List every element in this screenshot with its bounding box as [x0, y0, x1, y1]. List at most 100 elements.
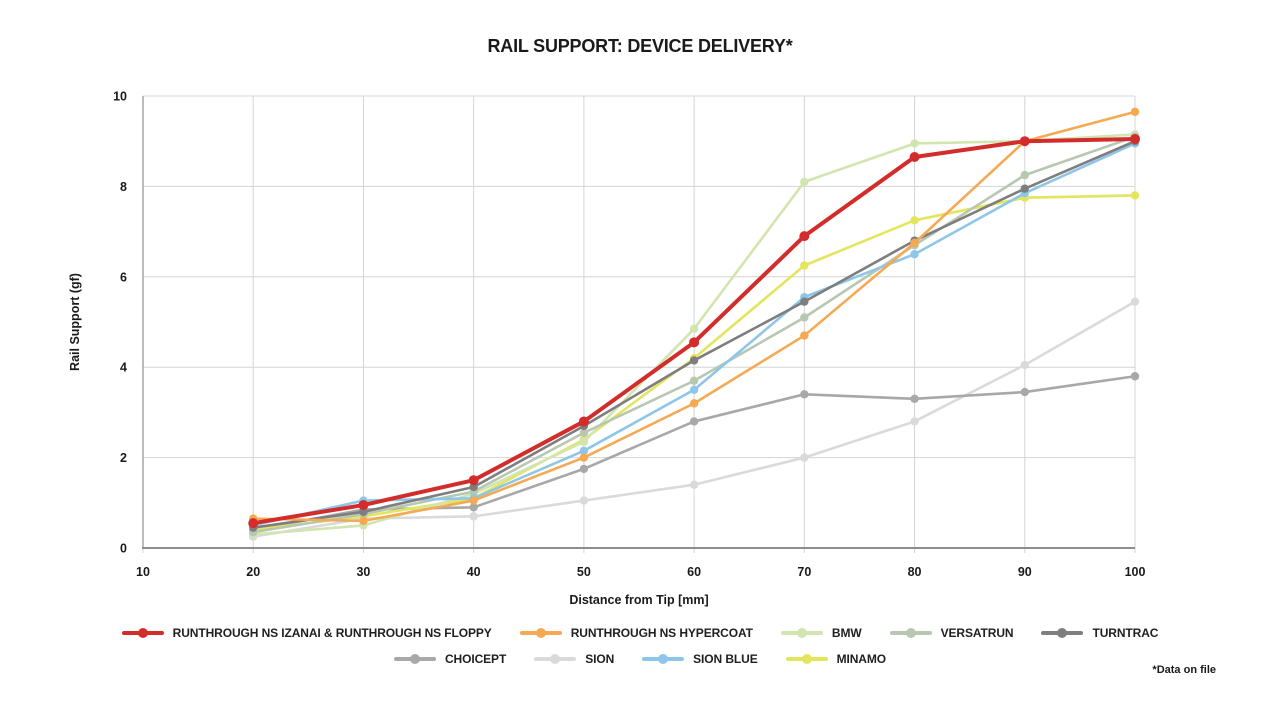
data-point-marker: [689, 324, 699, 333]
data-point-marker: [579, 428, 589, 437]
grid-lines: [142, 95, 1136, 553]
data-point-marker: [800, 331, 809, 340]
data-point-marker: [909, 152, 920, 163]
footnote: *Data on file: [1152, 664, 1216, 676]
data-point-marker: [1019, 136, 1030, 147]
data-point-marker: [910, 250, 919, 259]
legend-item-turntrac: TURNTRAC: [1041, 626, 1158, 640]
legend-dot-icon: [905, 628, 916, 638]
data-point-marker: [469, 512, 478, 521]
legend-label: RUNTHROUGH NS IZANAI & RUNTHROUGH NS FLO…: [172, 626, 492, 640]
data-point-marker: [910, 216, 919, 225]
legend-label: SION: [585, 652, 615, 666]
data-point-marker: [689, 417, 699, 426]
legend-swatch-icon: [889, 628, 932, 638]
legend-item-sion: SION: [534, 652, 614, 666]
data-point-marker: [359, 507, 368, 517]
legend-swatch-icon: [642, 654, 685, 664]
y-tick-label: 4: [120, 361, 127, 375]
data-point-marker: [1130, 133, 1140, 144]
data-point-marker: [689, 376, 699, 385]
x-tick-label: 30: [356, 565, 370, 579]
x-tick-label: 70: [797, 565, 811, 579]
legend-dot-icon: [796, 628, 807, 638]
data-point-marker: [689, 356, 699, 365]
legend-swatch-icon: [393, 654, 436, 664]
y-tick-label: 6: [120, 270, 127, 284]
data-point-marker: [800, 297, 809, 306]
data-point-marker: [689, 337, 700, 348]
data-point-marker: [800, 261, 809, 270]
x-tick-label: 60: [687, 565, 701, 579]
data-point-marker: [1020, 360, 1029, 370]
legend-row: CHOICEPT SION SION BLUE MINAMO: [393, 652, 887, 666]
legend-dot-icon: [409, 654, 420, 664]
data-point-marker: [358, 500, 369, 511]
tick-labels: 0 2 4 6 8 10 10 20 30 40 50 60 70 80 90 100: [113, 90, 1145, 580]
legend-swatch-icon: [534, 654, 577, 664]
legend-swatch-icon: [780, 628, 823, 638]
data-point-marker: [800, 453, 809, 462]
legend-label: RUNTHROUGH NS HYPERCOAT: [570, 626, 753, 640]
data-point-marker: [1130, 297, 1140, 306]
y-tick-label: 2: [120, 451, 127, 465]
line-chart: 0 2 4 6 8 10 10 20 30 40 50 60 70 80 90 100 Distance fr…: [68, 90, 1145, 608]
data-point-marker: [1020, 170, 1029, 180]
data-point-marker: [800, 313, 809, 322]
legend-dot-icon: [137, 628, 148, 638]
data-point-marker: [689, 480, 699, 489]
data-point-marker: [468, 475, 479, 486]
data-point-marker: [469, 482, 478, 492]
data-point-marker: [579, 496, 589, 505]
legend-label: TURNTRAC: [1092, 626, 1159, 640]
data-point-marker: [469, 503, 478, 512]
x-tick-label: 50: [577, 565, 591, 579]
legend-swatch-icon: [121, 628, 164, 638]
data-point-marker: [579, 446, 589, 456]
x-axis-label: Distance from Tip [mm]: [569, 593, 708, 607]
x-tick-label: 80: [908, 565, 922, 579]
legend-item-versatrun: VERSATRUN: [889, 626, 1014, 640]
x-tick-label: 20: [246, 565, 260, 579]
y-tick-label: 0: [120, 542, 127, 556]
y-tick-label: 10: [113, 90, 127, 104]
legend-item-sion-blue: SION BLUE: [642, 652, 758, 666]
legend-dot-icon: [535, 628, 546, 638]
data-point-marker: [359, 516, 368, 526]
legend-swatch-icon: [519, 628, 562, 638]
legend-dot-icon: [801, 654, 812, 664]
y-axis-label: Rail Support (gf): [68, 273, 82, 371]
data-point-marker: [1020, 184, 1029, 193]
legend-swatch-icon: [1041, 628, 1084, 638]
legend-dot-icon: [658, 654, 669, 664]
data-point-marker: [799, 231, 810, 242]
chart-title: RAIL SUPPORT: DEVICE DELIVERY*: [487, 36, 793, 56]
data-point-marker: [579, 437, 589, 446]
legend-item-choicept: CHOICEPT: [393, 652, 507, 666]
legend-item-minamo: MINAMO: [785, 652, 887, 666]
legend-label: MINAMO: [836, 652, 887, 666]
x-tick-label: 40: [467, 565, 481, 579]
data-point-marker: [1130, 191, 1140, 200]
data-point-marker: [579, 453, 589, 462]
data-series: [248, 107, 1140, 541]
legend-label: SION BLUE: [693, 652, 758, 666]
x-tick-label: 100: [1125, 565, 1146, 579]
data-point-marker: [689, 399, 699, 408]
data-point-marker: [578, 416, 589, 427]
data-point-marker: [910, 417, 919, 426]
legend-label: BMW: [831, 626, 862, 640]
data-point-marker: [800, 177, 809, 187]
data-point-marker: [689, 385, 699, 394]
legend-dot-icon: [550, 654, 561, 664]
data-point-marker: [800, 390, 809, 399]
data-point-marker: [910, 139, 919, 148]
data-point-marker: [579, 464, 589, 474]
legend-label: CHOICEPT: [444, 652, 507, 666]
axes: [142, 96, 1135, 549]
data-point-marker: [1020, 387, 1029, 397]
legend-item-bmw: BMW: [780, 626, 862, 640]
data-point-marker: [1130, 107, 1140, 117]
data-point-marker: [248, 518, 259, 529]
